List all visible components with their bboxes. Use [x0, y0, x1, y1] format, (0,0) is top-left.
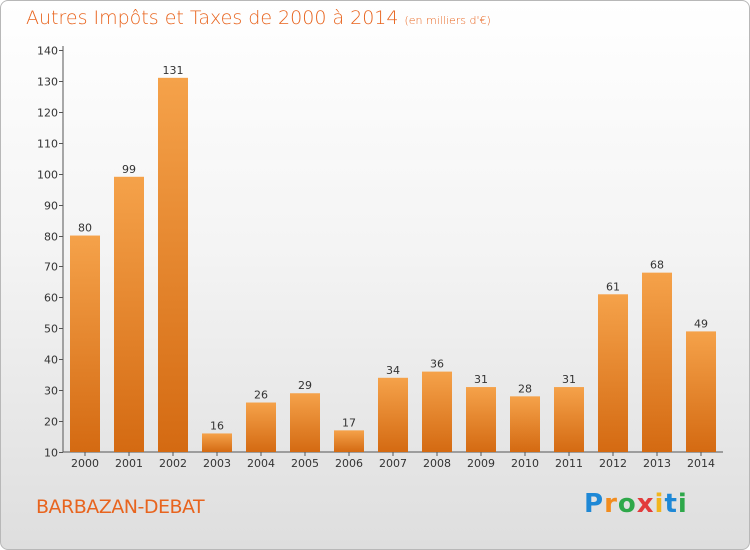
data-label: 29 — [298, 379, 312, 392]
logo-letter: r — [604, 489, 618, 519]
y-tick-label: 90 — [44, 200, 58, 213]
place-name: BARBAZAN-DEBAT — [36, 496, 205, 518]
y-tick-label: 70 — [44, 261, 58, 274]
logo-letter: t — [664, 489, 678, 519]
chart-subtitle: (en milliers d'€) — [404, 14, 491, 27]
data-label: 99 — [122, 163, 136, 176]
logo-letter: i — [677, 489, 688, 519]
x-tick-label: 2013 — [643, 457, 671, 470]
y-tick-label: 50 — [44, 323, 58, 336]
x-tick-label: 2004 — [247, 457, 275, 470]
bar — [554, 387, 584, 452]
chart-title-text: Autres Impôts et Taxes de 2000 à 2014 — [26, 7, 399, 29]
x-tick-label: 2003 — [203, 457, 231, 470]
y-tick-label: 30 — [44, 385, 58, 398]
data-label: 131 — [163, 64, 184, 77]
data-label: 80 — [78, 222, 92, 235]
y-tick-label: 60 — [44, 292, 58, 305]
proxiti-logo: Proxiti — [584, 489, 688, 519]
bar — [598, 294, 628, 452]
x-tick-label: 2005 — [291, 457, 319, 470]
x-tick-label: 2008 — [423, 457, 451, 470]
x-tick-label: 2007 — [379, 457, 407, 470]
x-tick-label: 2006 — [335, 457, 363, 470]
y-tick-label: 130 — [37, 76, 58, 89]
bar — [114, 176, 144, 453]
x-tick-label: 2011 — [555, 457, 583, 470]
data-label: 31 — [474, 373, 488, 386]
x-tick-label: 2002 — [159, 457, 187, 470]
y-tick-label: 110 — [37, 138, 58, 151]
x-tick-label: 2000 — [71, 457, 99, 470]
data-label: 68 — [650, 259, 664, 272]
bar — [334, 430, 364, 452]
x-tick-label: 2009 — [467, 457, 495, 470]
bar — [290, 393, 320, 452]
data-label: 34 — [386, 364, 400, 377]
data-label: 31 — [562, 373, 576, 386]
chart-title: Autres Impôts et Taxes de 2000 à 2014 (en… — [26, 7, 491, 29]
y-tick-label: 40 — [44, 354, 58, 367]
logo-letter: i — [654, 489, 665, 519]
data-label: 36 — [430, 358, 444, 371]
logo-letter: o — [617, 489, 637, 519]
y-tick-label: 120 — [37, 107, 58, 120]
data-label: 26 — [254, 389, 268, 402]
logo-letter: x — [636, 489, 655, 519]
bar — [510, 396, 540, 452]
bar — [158, 77, 188, 452]
data-label: 49 — [694, 317, 708, 330]
x-tick-label: 2010 — [511, 457, 539, 470]
y-tick-label: 80 — [44, 231, 58, 244]
bar — [378, 377, 408, 452]
data-label: 61 — [606, 280, 620, 293]
x-tick-label: 2001 — [115, 457, 143, 470]
data-label: 17 — [342, 416, 356, 429]
data-label: 16 — [210, 419, 224, 432]
data-label: 28 — [518, 382, 532, 395]
y-tick-label: 10 — [44, 447, 58, 460]
y-tick-label: 100 — [37, 169, 58, 182]
bar — [642, 272, 672, 452]
y-tick-label: 20 — [44, 416, 58, 429]
logo-letter: P — [584, 489, 605, 519]
x-tick-label: 2012 — [599, 457, 627, 470]
bar — [422, 371, 452, 452]
bar — [686, 331, 716, 452]
x-tick-label: 2014 — [687, 457, 715, 470]
bar — [246, 402, 276, 452]
y-tick-label: 140 — [37, 45, 58, 58]
bar — [466, 387, 496, 452]
bar — [202, 433, 232, 452]
bar — [70, 235, 100, 452]
